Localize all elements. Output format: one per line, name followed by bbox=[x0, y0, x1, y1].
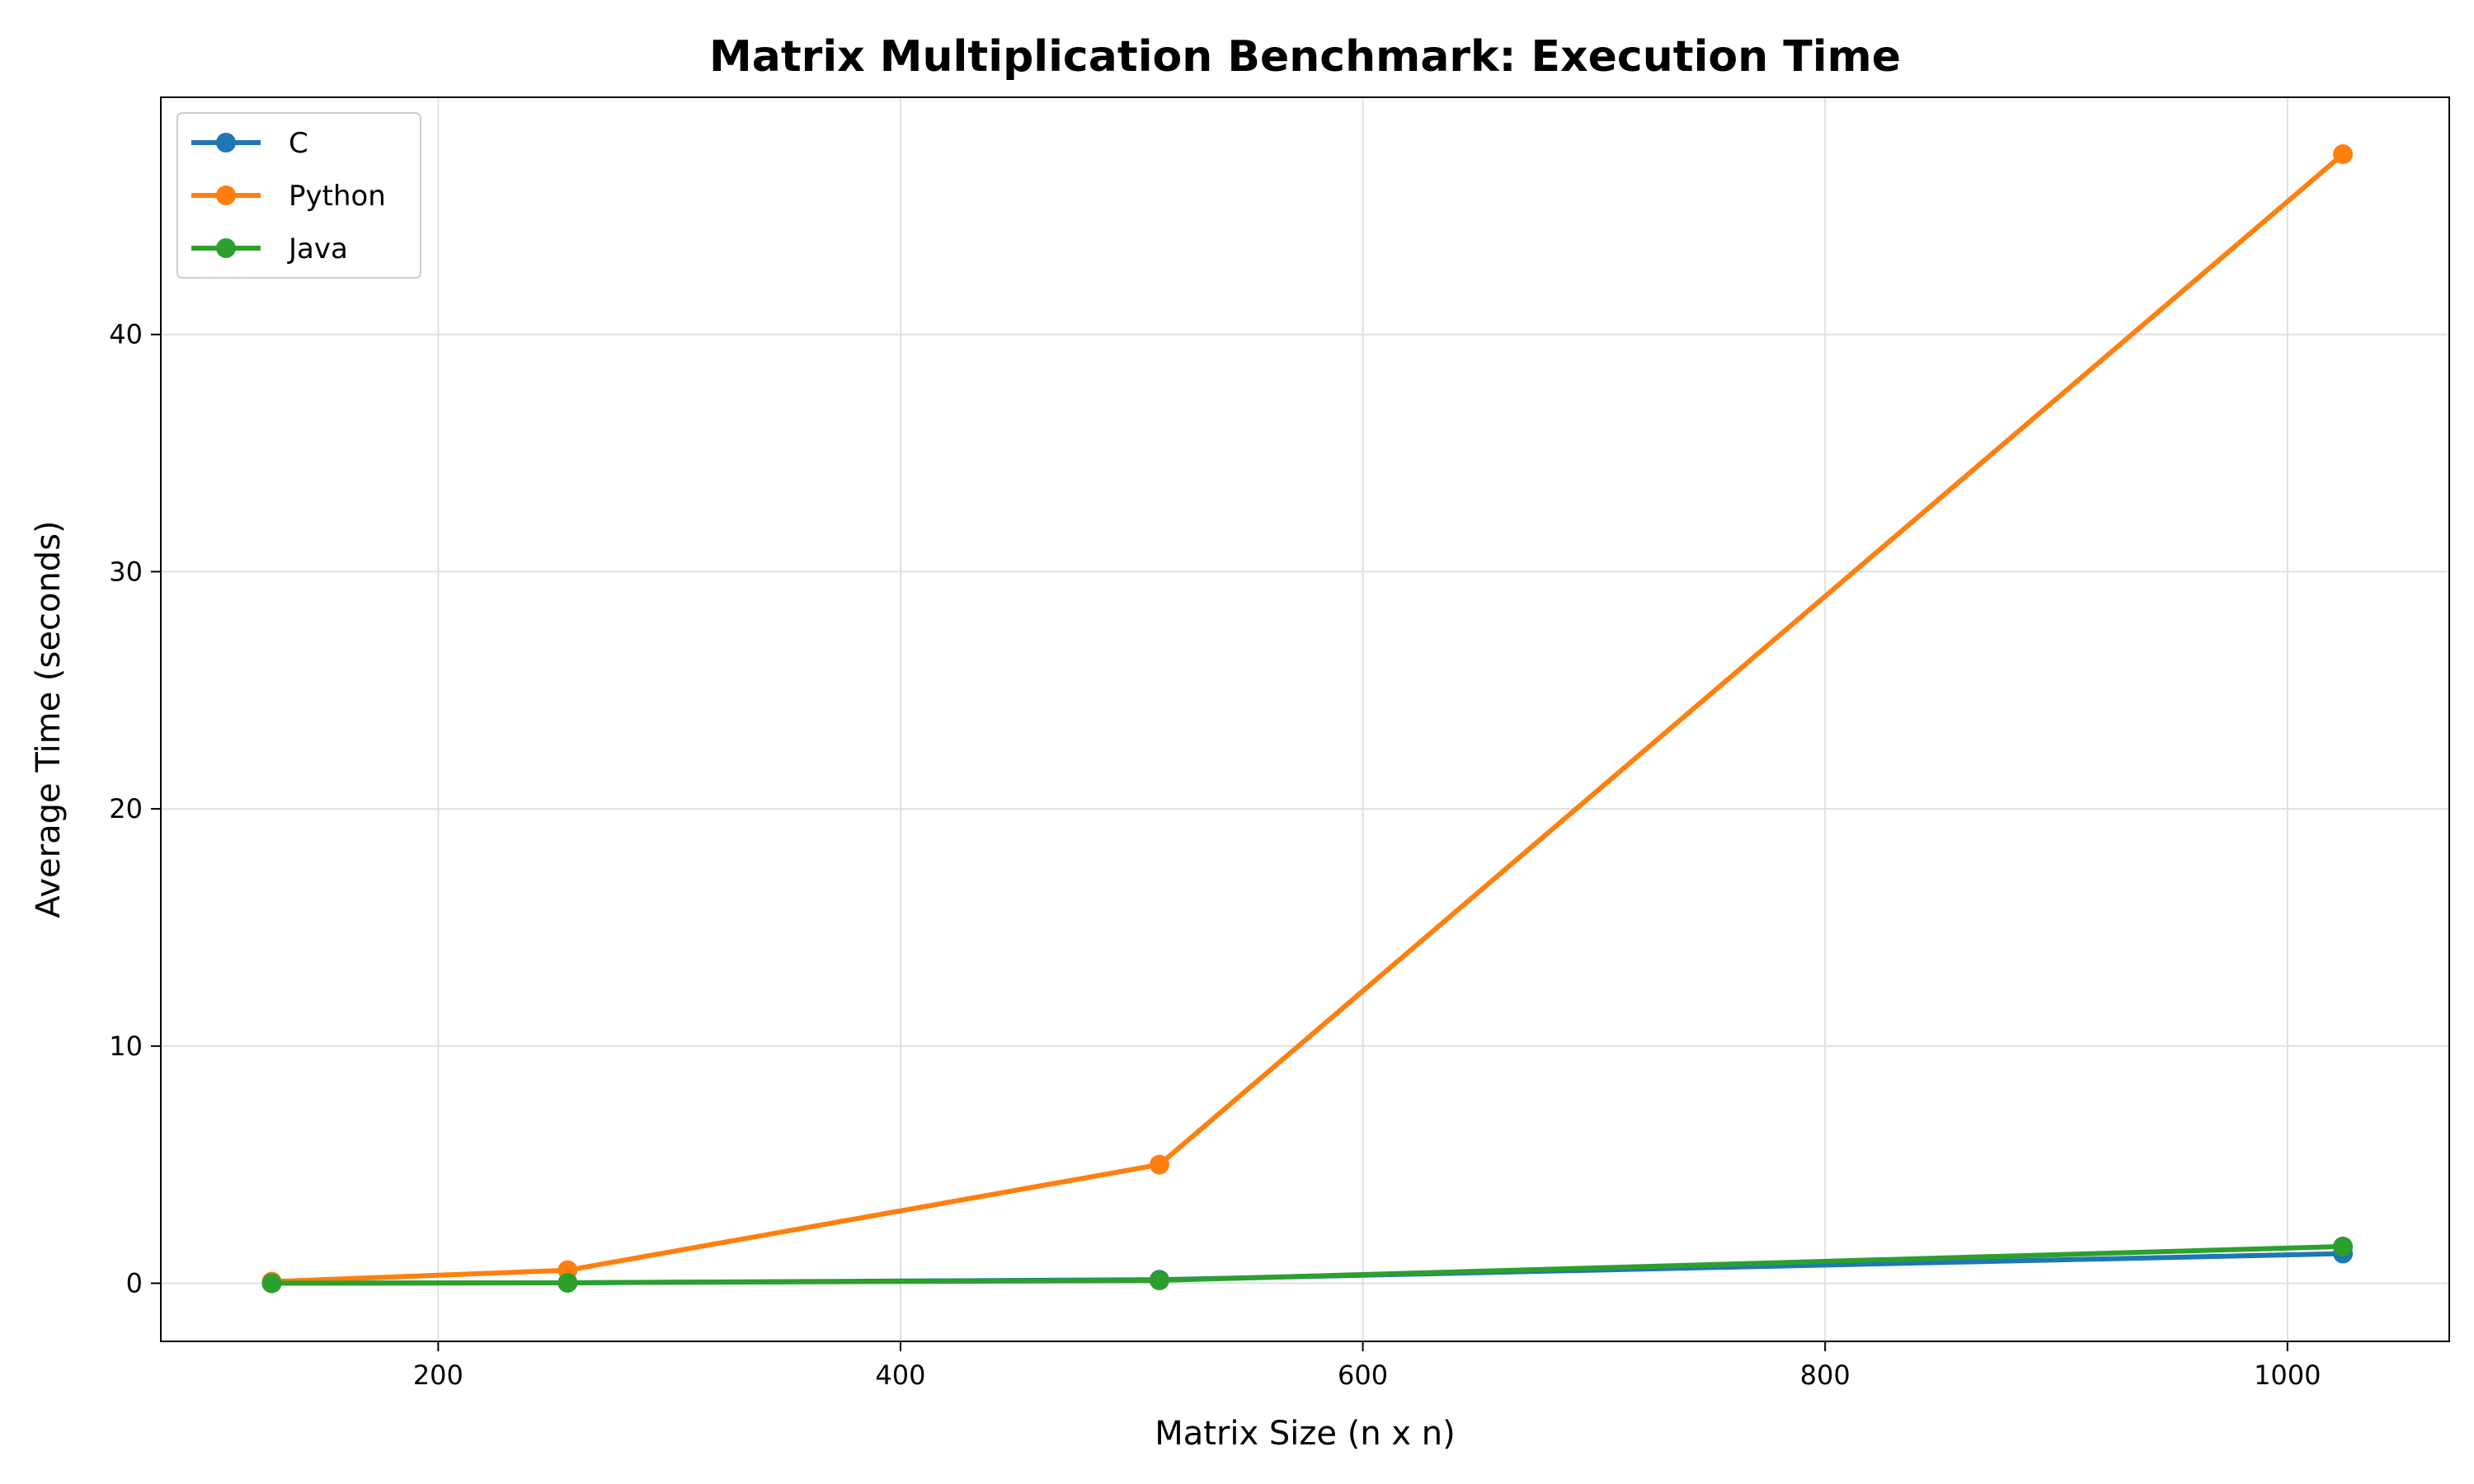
series-java bbox=[261, 1236, 2354, 1294]
x-tick-label: 1000 bbox=[2254, 1360, 2321, 1391]
legend-label: Java bbox=[287, 232, 348, 265]
legend-swatch-marker bbox=[216, 133, 236, 153]
series-layer bbox=[261, 144, 2354, 1294]
data-point bbox=[2333, 1236, 2354, 1256]
plot-frame bbox=[160, 96, 2450, 1342]
x-tick-label: 600 bbox=[1338, 1360, 1388, 1391]
x-axis-ticks: 200 400 600 800 1000 bbox=[413, 1341, 2321, 1391]
series-line bbox=[271, 152, 2345, 1284]
legend-box bbox=[176, 112, 421, 279]
legend-item-python: Python bbox=[191, 180, 386, 213]
legend: C Python Java bbox=[176, 112, 421, 279]
series-line bbox=[271, 1243, 2344, 1286]
x-axis-label: Matrix Size (n x n) bbox=[1155, 1415, 1456, 1453]
y-tick-label: 0 bbox=[126, 1268, 143, 1299]
y-tick-label: 20 bbox=[109, 793, 143, 824]
legend-label: C bbox=[289, 127, 308, 160]
y-axis-ticks: 0 10 20 30 40 bbox=[109, 319, 161, 1299]
legend-label: Python bbox=[289, 180, 386, 213]
chart-title: Matrix Multiplication Benchmark: Executi… bbox=[709, 32, 1901, 82]
data-point bbox=[261, 1273, 282, 1294]
y-tick-label: 30 bbox=[109, 556, 143, 587]
data-point bbox=[2333, 144, 2354, 165]
x-tick-label: 200 bbox=[413, 1360, 463, 1391]
legend-item-java: Java bbox=[191, 232, 348, 265]
data-point bbox=[1149, 1154, 1169, 1175]
data-point bbox=[557, 1272, 578, 1293]
y-axis-label: Average Time (seconds) bbox=[30, 520, 68, 918]
y-tick-label: 40 bbox=[109, 319, 143, 350]
data-point bbox=[1149, 1270, 1169, 1291]
legend-swatch-marker bbox=[216, 238, 236, 258]
y-tick-label: 10 bbox=[109, 1031, 143, 1062]
legend-item-c: C bbox=[191, 127, 308, 160]
legend-swatch-marker bbox=[216, 186, 236, 205]
x-tick-label: 400 bbox=[875, 1360, 925, 1391]
x-tick-label: 800 bbox=[1800, 1360, 1851, 1391]
grid-lines bbox=[161, 97, 2449, 1341]
